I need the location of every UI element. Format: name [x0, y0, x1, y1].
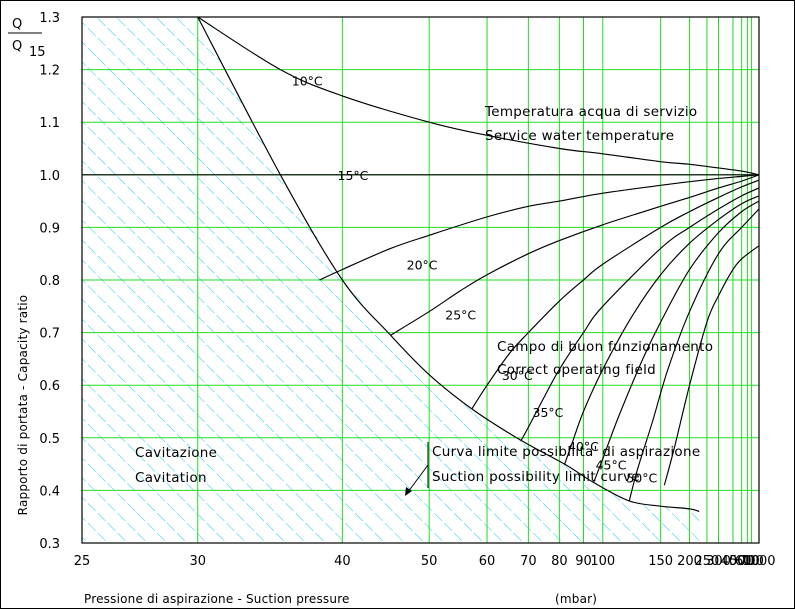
curve-label-15c: 15°C — [338, 168, 369, 183]
curve-20-c — [319, 174, 759, 281]
curve-label-40c: 40°C — [568, 439, 599, 454]
curves — [82, 17, 759, 512]
curve-extra-9 — [663, 245, 759, 486]
limit-label-arrowhead — [405, 487, 412, 496]
cavitation-label-it: Cavitazione — [135, 445, 217, 461]
y-tick-0.8: 0.8 — [39, 274, 60, 289]
y-tick-0.5: 0.5 — [39, 432, 60, 447]
cavitation-label-en: Cavitation — [135, 470, 207, 486]
plot-frame — [81, 16, 760, 544]
y-tick-0.9: 0.9 — [39, 221, 60, 236]
x-tick-400: 400 — [721, 554, 746, 569]
x-tick-1000: 1000 — [742, 554, 775, 569]
cavitation-zone — [82, 17, 700, 543]
y-fraction-denominator: Q — [12, 39, 22, 54]
curve-label-35c: 35°C — [533, 405, 564, 420]
operating-field-label-en: Correct operating field — [497, 362, 656, 378]
x-tick-30: 30 — [189, 554, 206, 569]
x-tick-90: 90 — [575, 554, 592, 569]
curve-25-c — [390, 174, 759, 336]
x-tick-40: 40 — [334, 554, 351, 569]
y-tick-1.3: 1.3 — [39, 11, 60, 26]
x-tick-300: 300 — [706, 554, 731, 569]
y-tick-1.2: 1.2 — [39, 64, 60, 79]
x-tick-700: 700 — [739, 554, 764, 569]
curve-label-45c: 45°C — [596, 457, 627, 472]
curve-label-10c: 10°C — [292, 73, 323, 88]
x-axis-label: Pressione di aspirazione - Suction press… — [84, 592, 350, 606]
y-tick-0.3: 0.3 — [39, 537, 60, 552]
x-tick-25: 25 — [74, 554, 91, 569]
curve-curva-limite — [197, 17, 700, 512]
x-tick-50: 50 — [421, 554, 438, 569]
y-fraction-subscript: 15 — [29, 45, 46, 60]
curve-labels: 10°C 15°C 20°C 25°C 30°C 35°C 40°C 45°C50°C — [292, 73, 658, 485]
y-tick-0.7: 0.7 — [39, 327, 60, 342]
y-tick-labels: 0.3 0.4 0.5 0.6 0.7 0.8 0.9 1.0 1.1 1.2 1.3 — [39, 11, 60, 552]
curve-35-c — [520, 187, 759, 441]
curve-40-c — [564, 195, 759, 465]
curve-label-50c: 50°C — [626, 471, 657, 486]
curve-label-25c: 25°C — [445, 307, 476, 322]
y-tick-0.6: 0.6 — [39, 379, 60, 394]
x-tick-70: 70 — [520, 554, 537, 569]
limit-curve-label-it: Curva limite possibilita' di aspirazione — [432, 444, 700, 460]
y-tick-1.0: 1.0 — [39, 169, 60, 184]
x-tick-150: 150 — [648, 554, 673, 569]
y-tick-0.4: 0.4 — [39, 484, 60, 499]
curve-label-20c: 20°C — [407, 257, 438, 272]
x-tick-250: 250 — [695, 554, 720, 569]
y-axis-label: Rapporto di portata - Capacity ratio — [16, 295, 30, 516]
curve-30-c — [471, 179, 759, 410]
curve-45-c — [593, 200, 759, 483]
curve-10-c — [197, 17, 759, 176]
x-axis-unit: (mbar) — [555, 592, 597, 606]
x-tick-60: 60 — [479, 554, 496, 569]
operating-field-label-it: Campo di buon funzionamento — [497, 339, 713, 355]
curve-label-30c: 30°C — [502, 368, 533, 383]
service-temp-label-en: Service water temperature — [485, 128, 674, 144]
y-fraction-numerator: Q — [12, 17, 22, 32]
x-tick-100: 100 — [590, 554, 615, 569]
service-temp-label-it: Temperatura acqua di servizio — [484, 104, 698, 120]
cavitation-area-hatch — [82, 17, 700, 543]
limit-label-leader — [407, 464, 429, 493]
y-tick-1.1: 1.1 — [39, 116, 60, 131]
limit-curve-label-en: Suction possibility limit curve — [432, 469, 640, 485]
x-tick-200: 200 — [677, 554, 702, 569]
x-tick-600: 600 — [735, 554, 760, 569]
curve-50-c — [628, 208, 759, 502]
x-tick-80: 80 — [551, 554, 568, 569]
x-tick-500: 500 — [729, 554, 754, 569]
